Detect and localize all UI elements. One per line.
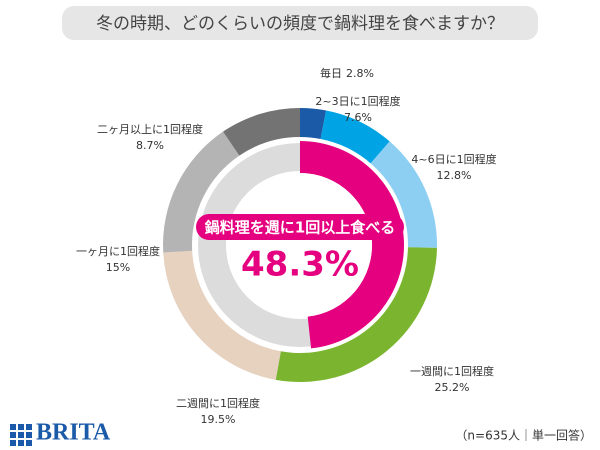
- chart-title: 冬の時期、どのくらいの頻度で鍋料理を食べますか？: [96, 14, 504, 34]
- center-disc: [228, 173, 372, 317]
- value-label: 12.8%: [437, 169, 472, 182]
- category-label: 一ヶ月に1回程度: [76, 244, 160, 258]
- donut-segment: [223, 108, 300, 156]
- donut-segment: [370, 141, 437, 248]
- donut-segment: [163, 131, 240, 253]
- category-label: 4~6日に1回程度: [411, 152, 496, 166]
- category-label: 毎日: [320, 67, 342, 80]
- note: （n=635人｜単一回答）: [455, 428, 592, 443]
- category-label: 一週間に1回程度: [410, 364, 494, 378]
- highlight-label-box: [196, 214, 404, 240]
- category-label: 二週間に1回程度: [176, 396, 260, 410]
- brand: BRITA: [36, 420, 111, 446]
- donut-segment: [163, 250, 281, 380]
- category-label: 二ヶ月以上に1回程度: [97, 122, 203, 136]
- category-label: 2~3日に1回程度: [315, 94, 400, 108]
- brand-logo: [10, 424, 32, 446]
- value-label: 8.7%: [136, 139, 164, 152]
- title-box: [62, 6, 538, 40]
- highlight-label: 鍋料理を週に1回以上食べる: [205, 219, 395, 237]
- highlight-value: 48.3%: [241, 245, 359, 285]
- value-label: 2.8%: [346, 67, 374, 80]
- donut-segment: [320, 110, 390, 164]
- value-label: 7.6%: [344, 111, 372, 124]
- donut-segment: [275, 247, 437, 382]
- value-label: 25.2%: [435, 381, 470, 394]
- value-label: 19.5%: [201, 413, 236, 426]
- highlight-arc: [300, 141, 405, 349]
- value-label: 15%: [106, 261, 130, 274]
- donut-segment: [300, 108, 327, 139]
